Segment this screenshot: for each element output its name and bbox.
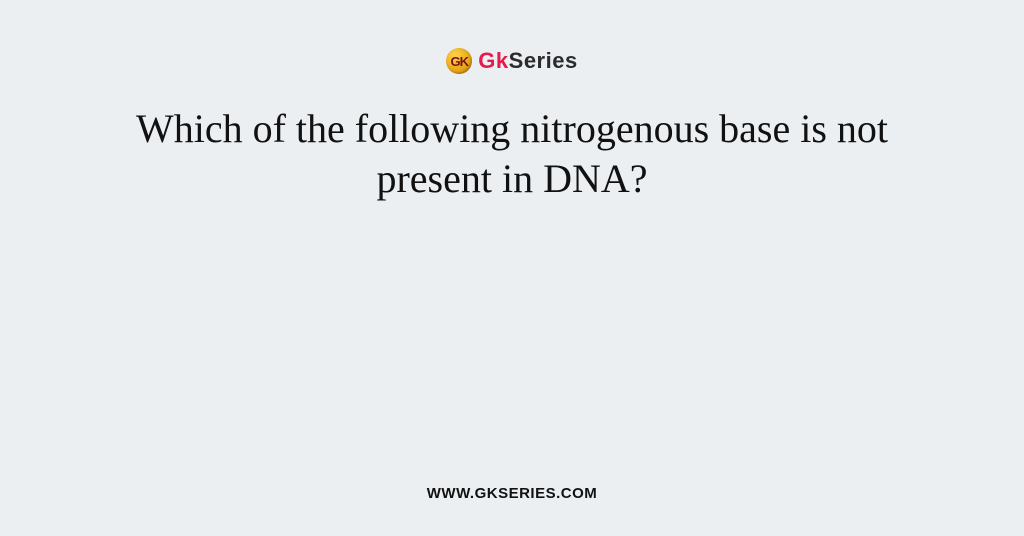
logo-text-series: Series [509, 48, 578, 73]
question-text: Which of the following nitrogenous base … [0, 104, 1024, 204]
footer-url: WWW.GKSERIES.COM [0, 485, 1024, 502]
logo-badge-icon: GK [446, 48, 472, 74]
logo-text-gk: Gk [478, 48, 508, 73]
brand-logo: GK GkSeries [0, 48, 1024, 74]
logo-text: GkSeries [478, 48, 577, 74]
